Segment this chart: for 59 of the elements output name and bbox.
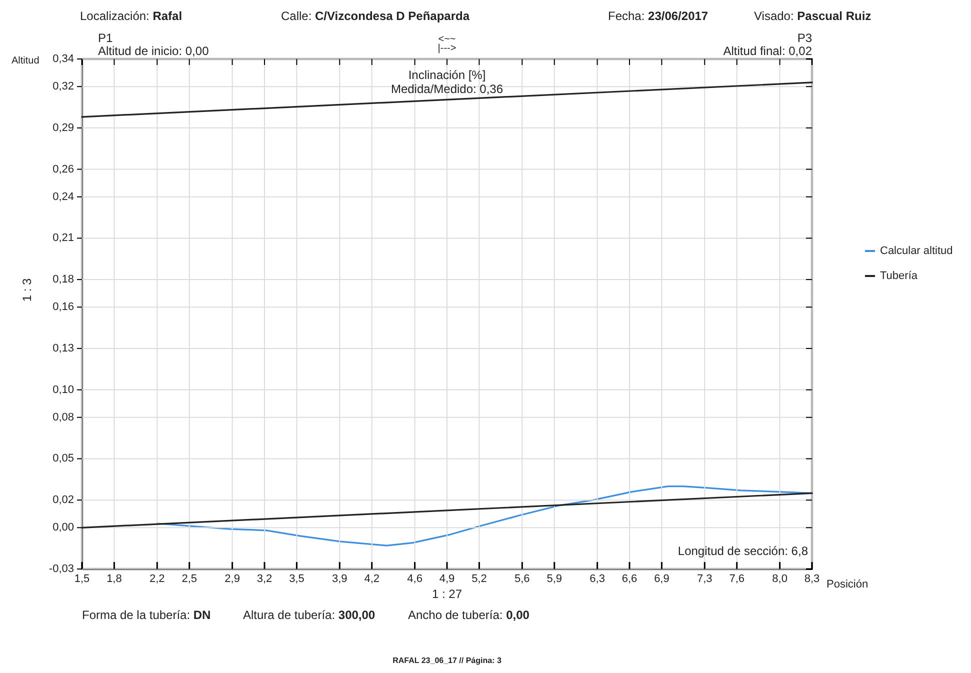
text: Localización: Rafal bbox=[80, 9, 182, 23]
text: Altitud de inicio: 0,00 bbox=[98, 44, 209, 58]
x-tick-label: 6,6 bbox=[622, 573, 638, 585]
y-axis-title: Altitud bbox=[12, 56, 40, 66]
text: 1 : 3 bbox=[20, 278, 34, 302]
annotation: Longitud de sección: 6,8 bbox=[678, 544, 808, 558]
x-tick-label: 5,9 bbox=[546, 573, 562, 585]
x-axis-title: Posición bbox=[826, 578, 868, 590]
x-tick-label: 6,9 bbox=[654, 573, 670, 585]
y-tick-label: 0,21 bbox=[52, 232, 74, 244]
x-tick-label: 4,2 bbox=[364, 573, 380, 585]
text: Visado: Pascual Ruiz bbox=[754, 9, 872, 23]
x-tick-label: 1,5 bbox=[74, 573, 90, 585]
x-tick-label: 8,3 bbox=[804, 573, 820, 585]
text: Forma de la tubería: DN bbox=[82, 608, 211, 622]
y-tick-label: 0,29 bbox=[52, 122, 74, 134]
y-tick-label: 0,18 bbox=[52, 274, 74, 286]
x-tick-label: 8,0 bbox=[772, 573, 788, 585]
y-tick-label: -0,03 bbox=[48, 563, 74, 575]
y-tick-label: 0,26 bbox=[52, 163, 74, 176]
text: P1 bbox=[98, 31, 113, 45]
x-tick-label: 6,3 bbox=[590, 573, 605, 585]
text: RAFAL 23_06_17 // Página: 3 bbox=[392, 656, 502, 666]
y-tick-label: 0,10 bbox=[52, 384, 74, 396]
y-tick-label: 0,13 bbox=[52, 342, 74, 354]
y-tick-label: 0,02 bbox=[52, 494, 74, 506]
x-tick-label: 5,2 bbox=[472, 573, 487, 585]
annotation: Inclinación [%] bbox=[408, 68, 486, 82]
text: Calle: C/Vizcondesa D Peñaparda bbox=[281, 9, 470, 23]
x-tick-label: 7,6 bbox=[729, 573, 744, 585]
x-tick-label: 5,6 bbox=[514, 573, 530, 585]
y-tick-label: 0,16 bbox=[52, 301, 74, 314]
x-tick-label: 4,9 bbox=[439, 573, 455, 585]
x-tick-label: 7,3 bbox=[697, 573, 712, 585]
y-tick-label: 0,32 bbox=[52, 80, 74, 93]
legend-label: Tubería bbox=[880, 270, 918, 282]
x-tick-label: 1,8 bbox=[106, 573, 122, 585]
y-tick-label: 0,34 bbox=[52, 53, 74, 65]
text: <~~ bbox=[438, 34, 456, 45]
y-tick-label: 0,24 bbox=[52, 190, 74, 203]
text: P3 bbox=[797, 31, 812, 45]
text: |---> bbox=[438, 43, 456, 55]
annotation: Medida/Medido: 0,36 bbox=[390, 82, 504, 96]
x-tick-label: 2,9 bbox=[224, 573, 240, 585]
text: Fecha: 23/06/2017 bbox=[608, 9, 708, 23]
x-tick-label: 3,9 bbox=[332, 573, 348, 585]
y-tick-label: 0,05 bbox=[52, 452, 74, 465]
x-tick-label: 3,2 bbox=[256, 573, 272, 585]
x-tick-label: 2,5 bbox=[182, 573, 197, 585]
y-tick-label: 0,08 bbox=[52, 411, 74, 424]
text: 1 : 27 bbox=[432, 587, 462, 601]
text: Ancho de tubería: 0,00 bbox=[408, 608, 530, 622]
x-tick-label: 2,2 bbox=[150, 573, 165, 585]
x-tick-label: 3,5 bbox=[289, 573, 304, 585]
text: Altitud final: 0,02 bbox=[723, 44, 812, 58]
y-tick-label: 0,00 bbox=[52, 522, 74, 534]
legend-label: Calcular altitud bbox=[880, 245, 953, 257]
text: Altura de tubería: 300,00 bbox=[243, 608, 376, 622]
x-tick-label: 4,6 bbox=[407, 573, 422, 585]
